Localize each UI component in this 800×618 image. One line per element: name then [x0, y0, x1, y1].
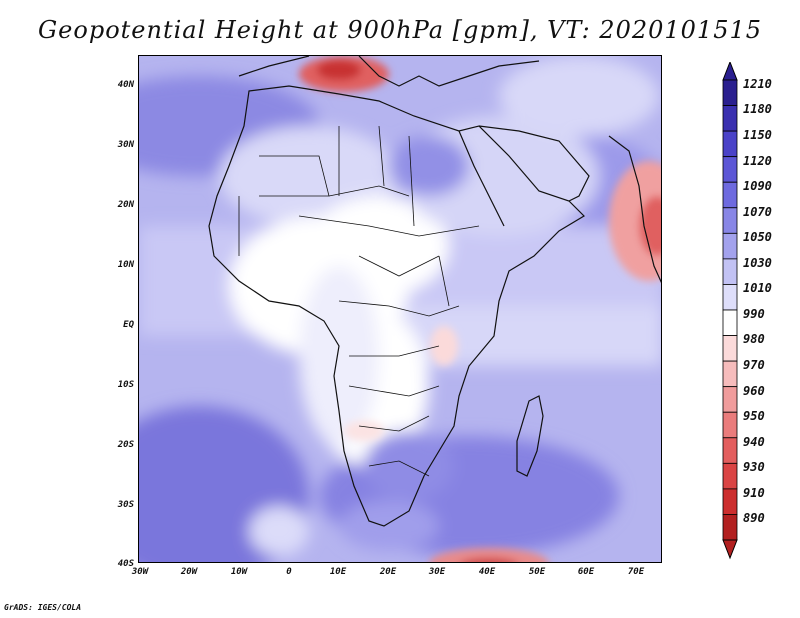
lat-label-40n: 40N: [117, 80, 134, 90]
colorbar-swatch: [722, 181, 738, 209]
lon-label-30w: 30W: [131, 567, 149, 577]
colorbar-swatch: [722, 207, 738, 234]
colorbar-swatch: [722, 258, 738, 285]
colorbar-swatch: [722, 488, 738, 515]
country-borders: [238, 125, 480, 477]
colorbar-label: 1210: [743, 76, 772, 91]
contour-fill-layer: [139, 56, 661, 562]
lon-label-70e: 70E: [627, 567, 645, 577]
map-panel: [138, 55, 662, 563]
low-height-anomalies: [299, 56, 661, 562]
colorbar-label: 970: [743, 357, 765, 372]
colorbar-label: 1120: [743, 153, 772, 168]
colorbar-label: 980: [743, 332, 765, 347]
colorbar-label: 890: [743, 511, 765, 526]
colorbar-swatch: [722, 386, 738, 413]
colorbar-label: 1090: [743, 179, 772, 194]
lat-label-40s: 40S: [117, 559, 134, 569]
colorbar-swatch: [722, 130, 738, 158]
lon-label-20w: 20W: [180, 567, 198, 577]
colorbar-swatch: [722, 105, 738, 132]
colorbar-label: 1070: [743, 204, 772, 219]
map-title: Geopotential Height at 900hPa [gpm], VT:…: [38, 16, 762, 44]
lon-label-50e: 50E: [528, 567, 546, 577]
colorbar-swatch: [722, 284, 738, 311]
colorbar-label: 990: [743, 306, 765, 321]
colorbar-label: 1010: [743, 281, 772, 296]
grads-credit: GrADS: IGES/COLA: [4, 603, 82, 612]
lat-label-20s: 20S: [117, 440, 134, 450]
colorbar-swatch: [722, 360, 738, 388]
colorbar-swatches: [722, 62, 738, 560]
colorbar-swatch: [722, 514, 738, 541]
colorbar-swatch: [722, 232, 738, 260]
colorbar-label: 930: [743, 460, 765, 475]
lat-label-30n: 30N: [117, 140, 134, 150]
lon-label-0: 0: [286, 567, 292, 577]
lat-label-30s: 30S: [117, 500, 134, 510]
lat-label-eq: EQ: [123, 320, 134, 330]
lat-label-10n: 10N: [117, 260, 134, 270]
colorbar-label: 950: [743, 409, 765, 424]
lat-label-10s: 10S: [117, 380, 134, 390]
lon-label-40e: 40E: [478, 567, 496, 577]
colorbar-arrow-top: [722, 62, 738, 81]
colorbar-label: 940: [743, 434, 765, 449]
colorbar-swatch: [722, 79, 738, 106]
geopotential-field: [139, 56, 661, 562]
lon-label-20e: 20E: [379, 567, 397, 577]
colorbar-arrow-bottom: [722, 539, 738, 560]
colorbar-label: 1150: [743, 127, 772, 142]
lon-label-60e: 60E: [577, 567, 595, 577]
colorbar-swatch: [722, 462, 738, 490]
colorbar-label: 910: [743, 485, 765, 500]
coastlines: [208, 56, 661, 527]
colorbar-label: 960: [743, 383, 765, 398]
colorbar-swatch: [722, 411, 738, 439]
colorbar-label: 1030: [743, 255, 772, 270]
colorbar: [722, 62, 738, 560]
colorbar-label: 1050: [743, 230, 772, 245]
colorbar-swatch: [722, 335, 738, 362]
lat-label-20n: 20N: [117, 200, 134, 210]
colorbar-swatch: [722, 437, 738, 464]
colorbar-label: 1180: [743, 102, 772, 117]
lon-label-10w: 10W: [230, 567, 248, 577]
colorbar-swatch: [722, 309, 738, 336]
lon-label-10e: 10E: [329, 567, 347, 577]
lon-label-30e: 30E: [428, 567, 446, 577]
colorbar-swatch: [722, 156, 738, 183]
